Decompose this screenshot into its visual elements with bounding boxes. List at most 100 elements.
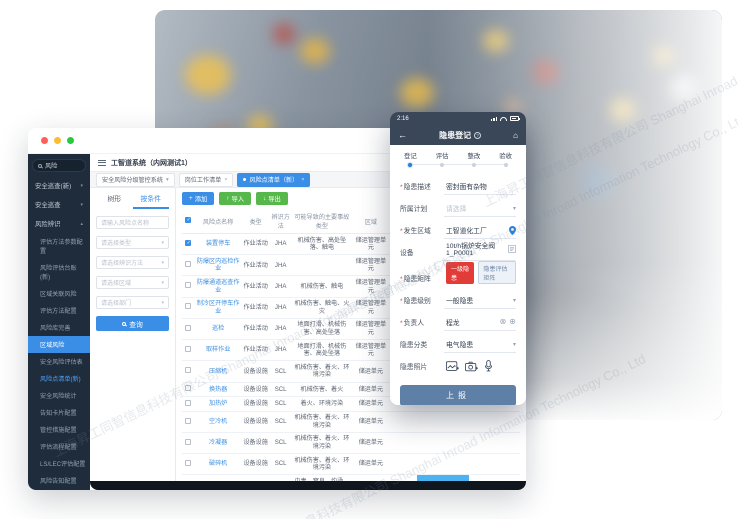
risk-point-link[interactable]: 冷凝器 [194, 432, 243, 455]
row-checkbox[interactable] [185, 345, 192, 352]
filter-tab[interactable]: 按条件 [132, 193, 169, 209]
add-button[interactable]: + 添加 [182, 192, 215, 205]
sidebar-item[interactable]: 风险告知配置 [28, 472, 90, 489]
sidebar-item[interactable]: 评估流程配置 [28, 438, 90, 455]
sidebar-item[interactable]: 区域风险 [28, 336, 90, 353]
sidebar-item-label: 风险点清单(新) [40, 376, 81, 383]
row-checkbox[interactable] [185, 399, 192, 406]
add-image-icon[interactable] [446, 360, 459, 372]
sidebar-item[interactable]: 管控措施配置 [28, 421, 90, 438]
step-dot-icon [408, 163, 413, 167]
sidebar-item[interactable]: 区域关联风险 [28, 285, 90, 302]
tab-system[interactable]: 安全风险分级管控系统 ▾ [96, 172, 175, 187]
sidebar-item[interactable]: 风险评估台账(新) [28, 259, 90, 285]
steps-line [408, 164, 508, 165]
filter-select[interactable]: 请选择部门 ▾ [96, 296, 169, 309]
risk-point-link[interactable]: 加热炉 [194, 396, 243, 412]
sidebar-item[interactable]: 评估方法参数配置 [28, 233, 90, 259]
owner-field[interactable]: 程龙 ⊗ ⊕ [444, 317, 516, 331]
window-maximize-icon[interactable] [67, 137, 74, 144]
phone-nav-bar: ← 隐患登记 ? ⌂ [390, 125, 526, 145]
tab-job-list[interactable]: 岗位工作清单 × [178, 172, 234, 187]
sidebar-item[interactable]: LS/LEC评估配置 [28, 455, 90, 472]
sidebar-item[interactable]: 风险库完善 [28, 319, 90, 336]
field-label: 隐患描述 [400, 181, 444, 195]
sidebar-item-label: 风险告知配置 [40, 478, 77, 485]
app-header: 工智道系统（内网测试1） [90, 154, 526, 172]
risk-point-link[interactable]: 防爆区内巡检作业 [194, 254, 243, 277]
risk-point-link[interactable]: 换热器 [194, 382, 243, 398]
add-contact-icon[interactable]: ⊕ [509, 317, 516, 326]
risk-name-input[interactable]: 请输入风险点名称 [96, 216, 169, 229]
row-checkbox[interactable] [185, 282, 192, 289]
risk-point-link[interactable]: 破碎机 [194, 453, 243, 476]
row-checkbox[interactable] [185, 261, 192, 268]
hamburger-icon[interactable] [98, 159, 106, 166]
filter-select[interactable]: 请选择辨识方法 ▾ [96, 256, 169, 269]
sidebar-item-label: 风险评估台账(新) [40, 265, 77, 281]
row-checkbox[interactable] [185, 303, 192, 310]
row-checkbox[interactable] [185, 367, 192, 374]
add-camera-icon[interactable] [465, 361, 478, 372]
column-header: 类型 [242, 209, 270, 234]
hazard-level-button[interactable]: 一级隐患 [446, 261, 475, 284]
row-checkbox[interactable] [185, 385, 192, 392]
filter-select[interactable]: 请选择区域 ▾ [96, 276, 169, 289]
tab-risk-points[interactable]: 风险点清单（新） × [237, 172, 311, 187]
risk-point-link[interactable]: 制冷区开停车作业 [194, 297, 243, 319]
import-button[interactable]: ↑ 导入 [219, 192, 252, 205]
export-button[interactable]: ↓ 导出 [256, 192, 288, 205]
close-icon[interactable]: × [224, 176, 228, 183]
risk-point-link[interactable]: 取样作业 [194, 339, 243, 362]
risk-point-link[interactable]: 防爆通道巡查作业 [194, 275, 243, 298]
category-select[interactable]: 电气隐患 ▾ [444, 339, 516, 353]
inherent-risk-cell [417, 432, 443, 455]
query-button[interactable]: 查询 [96, 316, 169, 331]
risk-point-link[interactable]: 空冷机 [194, 411, 243, 433]
home-icon[interactable]: ⌂ [513, 130, 518, 140]
device-select[interactable]: 10t/h锅炉安全阀1_P0001 [444, 240, 516, 261]
chevron-down-icon: ▾ [165, 176, 169, 183]
row-checkbox[interactable] [185, 459, 192, 466]
clear-icon[interactable]: ⊗ [499, 317, 507, 326]
row-checkbox[interactable] [185, 438, 192, 445]
row-checkbox[interactable] [185, 239, 192, 246]
sidebar-search-input[interactable]: 风险 [32, 159, 86, 172]
window-minimize-icon[interactable] [54, 137, 61, 144]
sidebar-item[interactable]: 风险点清单(新) [28, 370, 90, 387]
filter-tab[interactable]: 树形 [107, 196, 122, 203]
sidebar-item[interactable]: 风险辨识 ▴ [28, 214, 90, 233]
sidebar-item-label: LS/LEC评估配置 [40, 461, 86, 468]
grade-select[interactable]: 一般隐患 ▾ [444, 295, 516, 309]
risk-point-link[interactable]: 巡检 [194, 318, 243, 341]
column-header: 可能导致的主要事故类型 [292, 209, 352, 234]
sidebar-item[interactable]: 产业风险配置 [28, 489, 90, 490]
sidebar-item[interactable]: 安全风险评估表 [28, 353, 90, 370]
chevron-icon: ▴ [80, 220, 83, 227]
select-all-checkbox[interactable] [185, 217, 192, 223]
device-list-icon[interactable] [508, 244, 516, 253]
risk-point-link[interactable]: 压缩机 [194, 360, 243, 383]
area-select[interactable]: 工智道化工厂 [444, 225, 516, 239]
row-checkbox[interactable] [185, 324, 192, 331]
sidebar-item[interactable]: 告知卡片配置 [28, 404, 90, 421]
hazard-desc-input[interactable]: 密封面有杂物 [444, 181, 516, 195]
matrix-evaluate-button[interactable]: 隐患评估矩阵 [478, 261, 516, 284]
close-icon[interactable]: × [301, 176, 305, 183]
risk-point-link[interactable]: 装置停车 [194, 233, 243, 256]
phone-panel: 2:16 ← 隐患登记 ? ⌂ 登记 评估 [390, 112, 526, 405]
sidebar-item[interactable]: 安全巡查 ▾ [28, 195, 90, 214]
row-checkbox[interactable] [185, 417, 192, 424]
add-audio-icon[interactable] [484, 360, 493, 372]
filter-select[interactable]: 请选择类型 ▾ [96, 236, 169, 249]
back-icon[interactable]: ← [398, 130, 407, 140]
sidebar-item[interactable]: 安全巡查(新) ▾ [28, 176, 90, 195]
location-pin-icon[interactable] [509, 225, 516, 235]
window-close-icon[interactable] [41, 137, 48, 144]
sidebar-item[interactable]: 安全风险统计 [28, 387, 90, 404]
sidebar-item[interactable]: 评估方法配置 [28, 302, 90, 319]
submit-button[interactable]: 上报 [400, 385, 516, 405]
plan-select[interactable]: 请选择 ▾ [444, 203, 516, 217]
help-icon[interactable]: ? [474, 131, 482, 139]
